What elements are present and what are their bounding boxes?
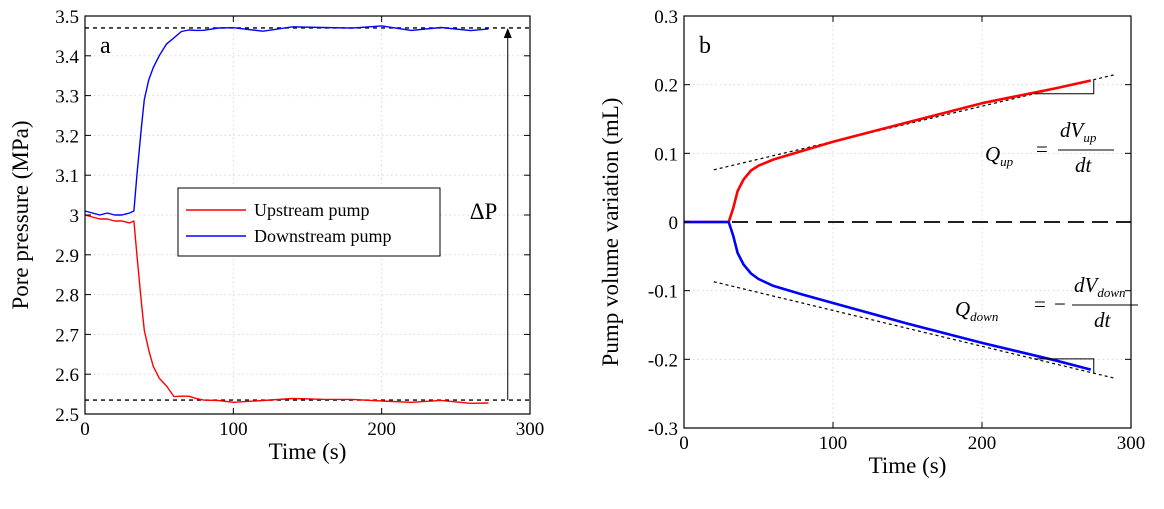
eq-up-equals: = <box>1036 137 1048 161</box>
x-tick-label: 100 <box>219 419 248 440</box>
legend: Upstream pump Downstream pump <box>177 187 441 257</box>
eq-up-numerator: dVup <box>1060 118 1097 145</box>
panel-b: 0 100 200 300 -0.3 -0.2 -0.1 0 0.1 0.2 0.3 b Time … <box>598 7 1145 478</box>
legend-label-upstream: Upstream pump <box>254 200 369 220</box>
y-tick-label: -0.3 <box>648 419 678 440</box>
panel-a-reference-lines <box>85 27 530 401</box>
panel-b-ticks: 0 100 200 300 -0.3 -0.2 -0.1 0 0.1 0.2 0.3 <box>648 7 1145 454</box>
eq-down-lhs: Qdown <box>955 297 998 324</box>
x-tick-label: 300 <box>516 419 545 440</box>
delta-p-annotation: ΔP <box>470 27 512 401</box>
y-tick-label: 2.7 <box>55 325 79 346</box>
y-tick-label: 2.6 <box>55 365 79 386</box>
eq-up-dv: dV <box>1060 118 1086 142</box>
series-line-red-curve <box>684 79 1092 224</box>
panel-b-y-axis-label: Pump volume variation (mL) <box>598 98 623 367</box>
eq-up-q: Q <box>985 142 1000 166</box>
eq-down-dv-sub: down <box>1097 285 1125 300</box>
panel-a-x-axis-label: Time (s) <box>269 439 347 464</box>
x-tick-label: 200 <box>367 419 396 440</box>
panel-b-label: b <box>699 33 711 59</box>
panel-a-ticks: 0 100 200 300 2.5 2.6 2.7 2.8 2.9 3 3.1 3.2 3.3 3.4 3.… <box>55 7 544 440</box>
y-tick-label: 0 <box>669 213 679 234</box>
eq-down-minus: − <box>1054 292 1066 316</box>
y-tick-label: 2.5 <box>55 405 79 426</box>
y-tick-label: 2.8 <box>55 286 79 307</box>
y-tick-label: 3.3 <box>55 87 79 108</box>
slope-triangles <box>1034 79 1095 374</box>
eq-down-equals: = <box>1034 292 1046 316</box>
slope-triangle-up <box>1034 79 1095 95</box>
delta-p-label: ΔP <box>470 199 498 224</box>
eq-up-lhs: Qup <box>985 142 1014 169</box>
y-tick-label: 0.1 <box>654 144 678 165</box>
legend-label-downstream: Downstream pump <box>254 226 391 246</box>
eq-down-q-sub: down <box>970 309 998 324</box>
eq-up-denominator: dt <box>1075 153 1093 177</box>
equation-q-down: Qdown = − dVdown dt <box>955 273 1138 332</box>
panel-b-series <box>684 79 1092 371</box>
legend-box <box>177 187 441 257</box>
panel-a-label: a <box>100 33 111 59</box>
slope-triangle-down <box>1034 358 1095 374</box>
y-tick-label: 3.1 <box>55 166 79 187</box>
panel-a-series <box>84 25 489 404</box>
eq-up-dv-sub: up <box>1083 130 1097 145</box>
panel-b-x-axis-label: Time (s) <box>869 453 947 478</box>
y-tick-label: 2.9 <box>55 246 79 267</box>
series-line-upstream-pump <box>84 214 489 404</box>
y-tick-label: 3 <box>70 206 80 227</box>
panel-b-grid <box>684 16 1131 428</box>
y-tick-label: -0.1 <box>648 282 678 303</box>
eq-down-dv: dV <box>1074 273 1100 297</box>
x-tick-label: 200 <box>968 433 997 454</box>
y-tick-label: 3.5 <box>55 7 79 28</box>
delta-p-arrow-head <box>503 27 512 38</box>
series-line-blue-curve <box>684 220 1092 371</box>
y-tick-label: 3.4 <box>55 47 79 68</box>
x-tick-label: 0 <box>80 419 90 440</box>
tangent-line <box>713 281 1117 380</box>
x-tick-label: 0 <box>679 433 689 454</box>
panel-a: 0 100 200 300 2.5 2.6 2.7 2.8 2.9 3 3.1 3.2 3.3 3.4 3.… <box>8 7 544 464</box>
y-tick-label: -0.2 <box>648 350 678 371</box>
eq-down-q: Q <box>955 297 970 321</box>
eq-down-denominator: dt <box>1094 308 1112 332</box>
y-tick-label: 0.2 <box>654 76 678 97</box>
eq-down-numerator: dVdown <box>1074 273 1126 300</box>
equation-q-up: Qup = dVup dt <box>985 118 1114 177</box>
x-tick-label: 300 <box>1117 433 1146 454</box>
x-tick-label: 100 <box>819 433 848 454</box>
panel-a-y-axis-label: Pore pressure (MPa) <box>8 120 33 309</box>
y-tick-label: 0.3 <box>654 7 678 28</box>
series-line-downstream-pump <box>84 25 489 216</box>
eq-up-q-sub: up <box>1000 154 1014 169</box>
delta-p-text: ΔP <box>470 199 498 224</box>
y-tick-label: 3.2 <box>55 126 79 147</box>
